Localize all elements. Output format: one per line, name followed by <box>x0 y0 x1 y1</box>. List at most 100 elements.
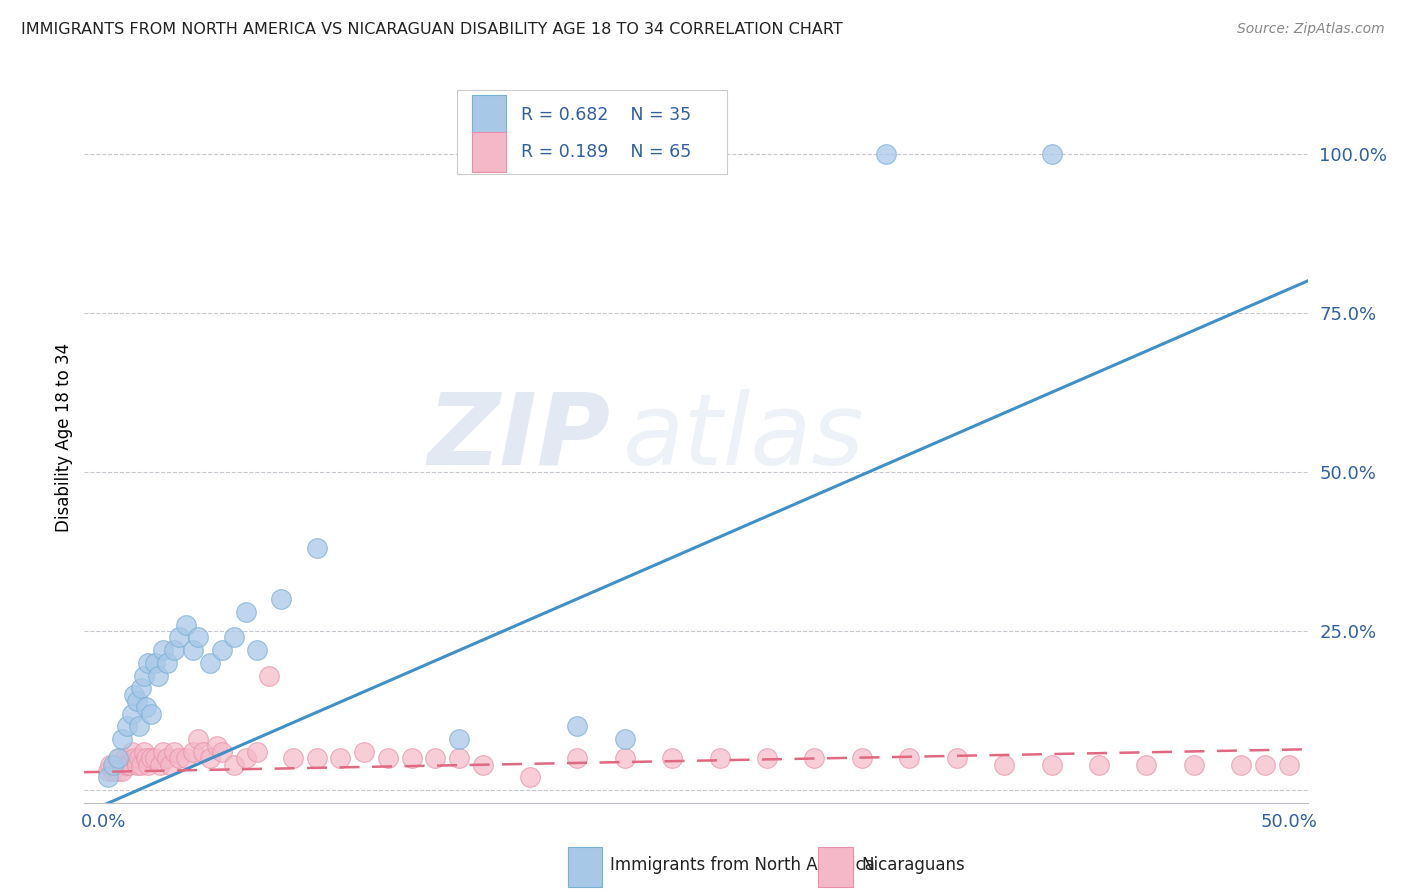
Point <box>174 617 197 632</box>
Point <box>222 631 245 645</box>
Point <box>1230 757 1253 772</box>
Text: R = 0.189    N = 65: R = 0.189 N = 65 <box>522 143 692 161</box>
Point <box>187 732 209 747</box>
Point <box>191 745 214 759</box>
Point <box>519 770 541 784</box>
Bar <box>568 847 602 887</box>
Point <box>222 757 245 772</box>
Point <box>97 764 120 778</box>
Point <box>945 751 967 765</box>
Text: Source: ZipAtlas.com: Source: ZipAtlas.com <box>1237 22 1385 37</box>
Point <box>101 764 124 778</box>
Text: IMMIGRANTS FROM NORTH AMERICA VS NICARAGUAN DISABILITY AGE 18 TO 34 CORRELATION : IMMIGRANTS FROM NORTH AMERICA VS NICARAG… <box>21 22 842 37</box>
Point <box>305 541 328 556</box>
Bar <box>472 132 506 172</box>
Point <box>111 732 134 747</box>
Point <box>101 757 124 772</box>
Point <box>163 745 186 759</box>
Point <box>329 751 352 765</box>
Point <box>115 719 138 733</box>
Point <box>125 757 148 772</box>
Point <box>613 732 636 747</box>
Point <box>875 147 897 161</box>
Point <box>187 631 209 645</box>
Point <box>353 745 375 759</box>
Point <box>118 757 141 772</box>
Point <box>756 751 779 765</box>
Point <box>122 688 145 702</box>
Point <box>447 751 470 765</box>
Point <box>471 757 494 772</box>
Point <box>97 770 120 784</box>
Point <box>1040 147 1063 161</box>
Point <box>567 751 589 765</box>
Text: atlas: atlas <box>623 389 865 485</box>
Point <box>235 751 257 765</box>
Point <box>613 751 636 765</box>
Point <box>156 751 179 765</box>
Point <box>139 751 162 765</box>
Point <box>111 757 134 772</box>
Point <box>246 745 269 759</box>
Point <box>128 751 150 765</box>
Point <box>121 745 143 759</box>
Point <box>1088 757 1111 772</box>
Point <box>198 656 221 670</box>
Point <box>167 751 190 765</box>
Point <box>377 751 399 765</box>
Point <box>152 745 174 759</box>
Point <box>156 656 179 670</box>
Point <box>138 656 160 670</box>
Point <box>152 643 174 657</box>
Point <box>149 757 172 772</box>
Text: R = 0.682    N = 35: R = 0.682 N = 35 <box>522 106 692 124</box>
Point <box>401 751 423 765</box>
Point <box>163 643 186 657</box>
Point <box>111 764 134 778</box>
Point <box>270 592 292 607</box>
Point <box>107 764 129 778</box>
Point <box>129 681 152 696</box>
Text: ZIP: ZIP <box>427 389 610 485</box>
Point <box>174 751 197 765</box>
Point <box>235 605 257 619</box>
Point <box>1254 757 1277 772</box>
Point <box>259 668 281 682</box>
Point <box>121 706 143 721</box>
Point <box>851 751 873 765</box>
Point <box>993 757 1015 772</box>
Point <box>803 751 825 765</box>
Point <box>145 656 167 670</box>
Y-axis label: Disability Age 18 to 34: Disability Age 18 to 34 <box>55 343 73 532</box>
Text: Immigrants from North America: Immigrants from North America <box>610 856 875 874</box>
Bar <box>457 90 727 174</box>
Point <box>183 745 205 759</box>
Point <box>567 719 589 733</box>
Point <box>1182 757 1205 772</box>
Point <box>104 757 127 772</box>
Point <box>139 706 162 721</box>
Point <box>281 751 304 765</box>
Point <box>132 668 155 682</box>
Point <box>145 751 167 765</box>
Text: Nicaraguans: Nicaraguans <box>860 856 965 874</box>
Point <box>198 751 221 765</box>
Point <box>211 745 233 759</box>
Point <box>122 751 145 765</box>
Point <box>205 739 228 753</box>
Point <box>159 757 181 772</box>
Point <box>100 757 122 772</box>
Point <box>425 751 447 765</box>
Point <box>447 732 470 747</box>
Point <box>114 751 136 765</box>
Point <box>138 757 160 772</box>
Point <box>135 700 157 714</box>
Point <box>125 694 148 708</box>
Point <box>1040 757 1063 772</box>
Point <box>135 751 157 765</box>
Point <box>305 751 328 765</box>
Point <box>183 643 205 657</box>
Point <box>211 643 233 657</box>
Point <box>709 751 731 765</box>
Bar <box>818 847 852 887</box>
